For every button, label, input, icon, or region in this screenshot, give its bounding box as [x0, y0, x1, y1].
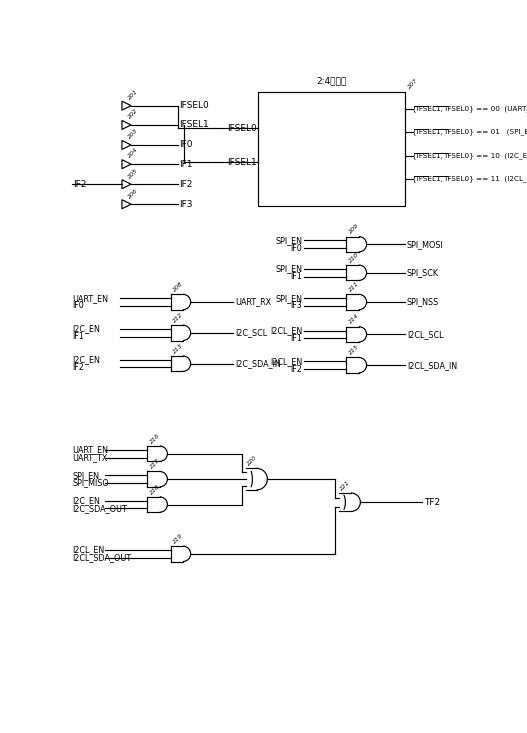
Text: IF2: IF2 [290, 364, 302, 374]
Text: I2C_EN: I2C_EN [72, 356, 100, 364]
Text: IF1: IF1 [179, 160, 192, 169]
Text: SPI_EN: SPI_EN [275, 265, 302, 273]
Text: IF1: IF1 [72, 332, 84, 341]
Text: I2CL_SDA_OUT: I2CL_SDA_OUT [72, 553, 131, 562]
Text: IF1: IF1 [290, 334, 302, 343]
Text: 2:4译码器: 2:4译码器 [317, 77, 347, 86]
Text: IF3: IF3 [179, 199, 192, 209]
Text: 214: 214 [348, 313, 360, 325]
Text: SPI_EN: SPI_EN [275, 294, 302, 303]
Text: IF2: IF2 [179, 180, 192, 188]
Text: 212: 212 [172, 312, 184, 323]
Text: 217: 217 [149, 458, 161, 470]
Text: TF2: TF2 [424, 498, 440, 507]
Text: 211: 211 [348, 281, 360, 292]
Text: 219: 219 [172, 533, 184, 545]
Bar [258, 92, 405, 206]
Text: SPI_EN: SPI_EN [275, 236, 302, 245]
Text: 204: 204 [127, 147, 139, 159]
Text: 206: 206 [127, 187, 139, 199]
Text: 203: 203 [127, 128, 139, 140]
Text: 205: 205 [127, 167, 139, 180]
Text: IFSEL0: IFSEL0 [179, 101, 209, 110]
Text: 207: 207 [407, 78, 419, 89]
Text: IFSEL1: IFSEL1 [227, 158, 257, 167]
Text: SPI_EN: SPI_EN [72, 471, 99, 480]
Text: IF2: IF2 [72, 363, 84, 372]
Text: IF1: IF1 [290, 272, 302, 281]
Text: IF0: IF0 [72, 301, 84, 310]
Text: UART_EN: UART_EN [72, 446, 108, 454]
Text: 201: 201 [127, 89, 139, 100]
Text: IFSEL1: IFSEL1 [179, 120, 209, 130]
Text: {IFSEL1, IFSEL0} == 10  (I2C_EN): {IFSEL1, IFSEL0} == 10 (I2C_EN) [412, 152, 527, 159]
Text: 218: 218 [149, 483, 161, 496]
Text: 208: 208 [172, 281, 184, 292]
Text: UART_RX: UART_RX [235, 298, 271, 306]
Text: 213: 213 [172, 342, 184, 354]
Text: I2C_SCL: I2C_SCL [235, 328, 267, 337]
Text: 210: 210 [348, 251, 360, 264]
Text: SPI_MISO: SPI_MISO [72, 479, 109, 487]
Text: IFSEL0: IFSEL0 [227, 124, 257, 133]
Text: I2CL_EN: I2CL_EN [270, 326, 302, 335]
Text: SPI_SCK: SPI_SCK [407, 268, 439, 277]
Text: I2CL_EN: I2CL_EN [72, 545, 104, 554]
Text: IF0: IF0 [179, 141, 192, 150]
Text: I2CL_SCL: I2CL_SCL [407, 330, 443, 339]
Text: SPI_NSS: SPI_NSS [407, 298, 439, 306]
Text: 216: 216 [149, 432, 161, 444]
Text: SPI_MOSI: SPI_MOSI [407, 240, 444, 248]
Text: I2C_EN: I2C_EN [72, 325, 100, 334]
Text: 202: 202 [127, 108, 139, 120]
Text: {IFSEL1, IFSEL0} == 00  (UART_EN): {IFSEL1, IFSEL0} == 00 (UART_EN) [412, 106, 527, 112]
Text: 215: 215 [348, 344, 360, 356]
Text: UART_TX: UART_TX [72, 453, 108, 462]
Text: {IFSEL1, IFSEL0} == 01   (SPI_EN): {IFSEL1, IFSEL0} == 01 (SPI_EN) [412, 128, 527, 135]
Text: IF3: IF3 [290, 301, 302, 310]
Text: I2CL_EN: I2CL_EN [270, 357, 302, 366]
Text: IF2: IF2 [74, 180, 87, 188]
Text: UART_EN: UART_EN [72, 294, 108, 303]
Text: {IFSEL1, IFSEL0} == 11  (I2CL_EN): {IFSEL1, IFSEL0} == 11 (I2CL_EN) [412, 175, 527, 183]
Text: I2CL_SDA_IN: I2CL_SDA_IN [407, 361, 457, 369]
Text: I2C_SDA_OUT: I2C_SDA_OUT [72, 504, 127, 513]
Text: IF0: IF0 [290, 243, 302, 253]
Text: I2C_EN: I2C_EN [72, 496, 100, 505]
Text: 209: 209 [348, 223, 360, 235]
Text: I2C_SDA_IN: I2C_SDA_IN [235, 359, 280, 368]
Text: 221: 221 [339, 479, 350, 491]
Text: 220: 220 [246, 454, 258, 467]
